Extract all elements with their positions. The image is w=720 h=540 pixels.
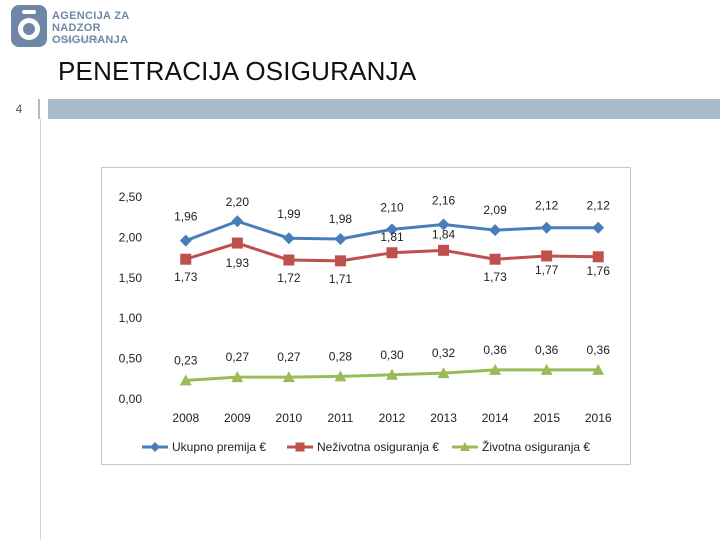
y-tick-label: 2,00: [119, 230, 143, 244]
data-label: 2,12: [535, 199, 559, 213]
data-label: 0,36: [483, 343, 507, 357]
y-tick-label: 0,50: [119, 352, 143, 366]
series-1-point: [437, 218, 450, 231]
slide-title: PENETRACIJA OSIGURANJA: [58, 56, 417, 86]
data-label: 2,20: [226, 195, 250, 209]
data-label: 0,23: [174, 353, 198, 367]
data-label: 1,81: [380, 230, 404, 244]
data-label: 2,16: [432, 193, 456, 207]
data-label: 1,84: [432, 227, 456, 241]
logo-line-2: NADZOR OSIGURANJA: [52, 22, 129, 46]
data-label: 0,28: [329, 349, 353, 363]
data-label: 2,09: [483, 203, 507, 217]
legend-marker-1: [150, 442, 160, 452]
data-label: 1,93: [226, 256, 250, 270]
legend-label-2: Neživotna osiguranja €: [317, 440, 439, 454]
x-tick-label: 2012: [379, 411, 406, 425]
series-1-point: [179, 234, 192, 247]
series-3-point: [489, 363, 502, 375]
y-tick-label: 2,50: [119, 190, 143, 204]
series-1-point: [592, 221, 605, 234]
x-tick-label: 2010: [276, 411, 303, 425]
data-label: 0,27: [226, 350, 250, 364]
x-tick-label: 2011: [328, 411, 354, 425]
series-2-point: [541, 250, 553, 262]
data-label: 1,71: [329, 272, 353, 286]
series-3-point: [386, 368, 398, 380]
data-label: 2,10: [380, 200, 404, 214]
data-label: 1,98: [329, 212, 353, 226]
series-3-point: [592, 363, 605, 375]
y-tick-label: 0,00: [119, 392, 143, 406]
x-tick-label: 2008: [172, 411, 199, 425]
data-label: 0,27: [277, 350, 301, 364]
series-2-point: [231, 237, 243, 249]
series-1-point: [282, 232, 295, 245]
logo-line-3: CRNA GORA: [52, 38, 107, 44]
series-2-point: [592, 251, 604, 263]
data-label: 1,73: [174, 270, 198, 284]
data-label: 0,36: [535, 343, 559, 357]
series-1-point: [386, 223, 398, 236]
logo-line-1: AGENCIJA ZA: [52, 10, 130, 22]
series-3-point: [231, 371, 244, 383]
y-tick-label: 1,00: [119, 311, 143, 325]
series-1-point: [231, 215, 244, 228]
x-tick-label: 2015: [533, 411, 560, 425]
legend-marker-3: [460, 442, 470, 451]
series-2-point: [438, 244, 450, 256]
series-2-point: [489, 253, 501, 265]
series-2-point: [334, 255, 346, 267]
x-tick-label: 2013: [430, 411, 457, 425]
title-accent-bar: [48, 99, 720, 119]
series-1-point: [489, 224, 502, 237]
x-tick-label: 2016: [585, 411, 612, 425]
agency-logo: AGENCIJA ZA NADZOR OSIGURANJA CRNA GORA: [10, 4, 180, 50]
chart-svg: 2,50 2,00 1,50 1,00 0,50 0,00 2008 2009 2010 2011…: [119, 190, 612, 454]
y-tick-label: 1,50: [119, 271, 143, 285]
series-3-point: [179, 374, 192, 386]
slide-number: 4: [0, 99, 40, 119]
left-margin-rule: [40, 119, 41, 540]
series-2-point: [386, 247, 398, 259]
data-label: 1,73: [483, 270, 507, 284]
series-2-point: [180, 253, 192, 265]
data-label: 0,30: [380, 348, 404, 362]
legend-label-3: Životna osiguranja €: [482, 439, 590, 454]
data-label: 1,96: [174, 210, 198, 224]
legend-marker-2: [295, 442, 305, 452]
data-label: 2,12: [587, 199, 611, 213]
data-label: 1,72: [277, 271, 301, 285]
series-1-point: [540, 221, 553, 234]
x-tick-label: 2009: [224, 411, 251, 425]
series-3-point: [334, 370, 347, 382]
series-3-point: [437, 367, 450, 379]
data-label: 0,36: [587, 343, 611, 357]
series-2-point: [283, 254, 295, 266]
data-label: 0,32: [432, 346, 456, 360]
data-label: 1,77: [535, 263, 559, 277]
agency-logo-text: AGENCIJA ZA NADZOR OSIGURANJA: [52, 10, 180, 46]
data-label: 1,76: [587, 264, 611, 278]
penetration-chart: 2,50 2,00 1,50 1,00 0,50 0,00 2008 2009 2010 2011…: [101, 167, 631, 465]
series-3-point: [282, 371, 295, 383]
agency-logo-icon: [11, 5, 47, 47]
series-1-point: [334, 233, 347, 246]
legend-label-1: Ukupno premija €: [172, 440, 266, 454]
x-tick-label: 2014: [482, 411, 509, 425]
data-label: 1,99: [277, 207, 301, 221]
series-3-point: [540, 363, 553, 375]
